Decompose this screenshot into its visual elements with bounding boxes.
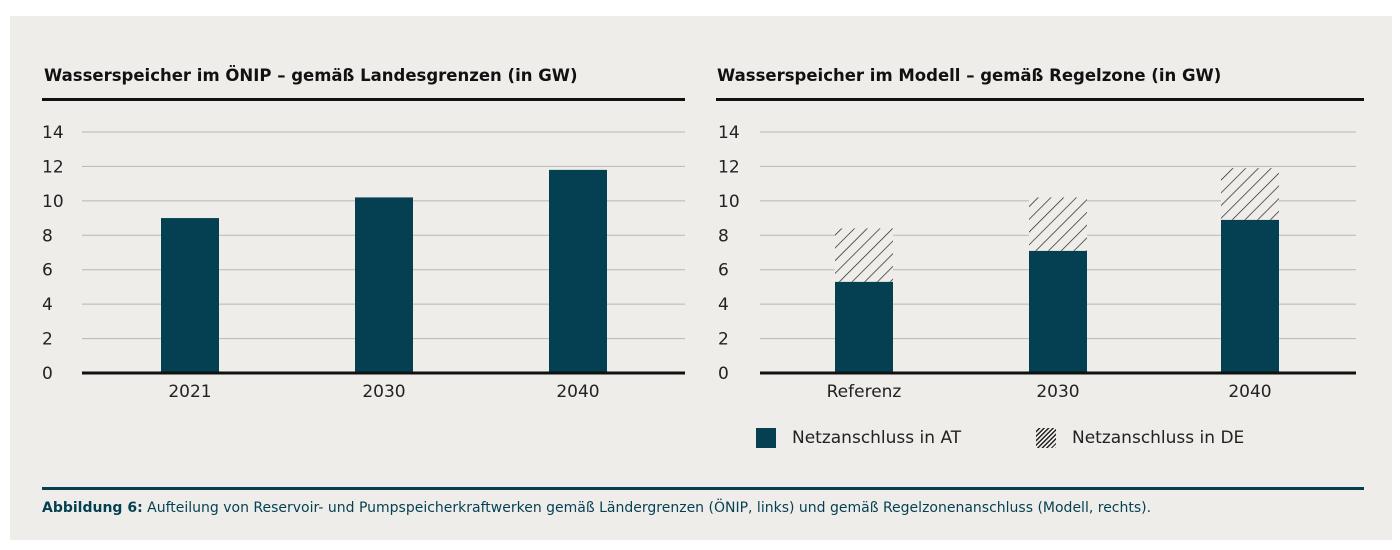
chart-title-left: Wasserspeicher im ÖNIP – gemäß Landesgre… [44,66,578,85]
bar-segment-de [1221,168,1279,220]
x-category-label: 2040 [1228,382,1271,402]
legend-label-at: Netzanschluss in AT [792,428,962,448]
y-tick-label: 2 [718,330,729,350]
y-tick-label: 8 [42,226,53,246]
bar-chart-left: 0 2 4 6 8 10 12 14 2021 2030 2040 [42,123,685,402]
bar-segment-at [1029,250,1087,373]
legend-item-at: Netzanschluss in AT [756,428,961,448]
y-tick-label: 4 [718,295,729,315]
legend-item-de: Netzanschluss in DE [1036,428,1244,448]
x-category-label: Referenz [827,382,902,402]
y-tick-label: 12 [718,157,740,177]
legend-swatch-hatched [1036,428,1056,448]
y-tick-label: 6 [42,261,53,281]
y-tick-label: 14 [718,123,740,143]
y-tick-label: 6 [718,261,729,281]
title-rule-left [42,98,685,101]
bar [355,197,413,373]
y-tick-label: 4 [42,295,53,315]
figure-panel: Wasserspeicher im ÖNIP – gemäß Landesgre… [10,16,1392,540]
bar [161,218,219,373]
caption-rule [42,487,1364,490]
bar-segment-de [835,228,893,282]
title-rule-right [716,98,1364,101]
y-tick-label: 0 [42,364,53,384]
figure-caption: Abbildung 6: Aufteilung von Reservoir- u… [42,500,1151,516]
stacked-bar-chart-right: 0 2 4 6 8 10 12 14 Referenz 2030 2040 [718,123,1356,402]
caption-label: Abbildung 6: [42,500,143,516]
y-tick-label: 10 [42,192,64,212]
y-tick-label: 8 [718,226,729,246]
y-tick-label: 2 [42,330,53,350]
y-tick-label: 14 [42,123,64,143]
chart-title-right: Wasserspeicher im Modell – gemäß Regelzo… [717,66,1222,85]
bar-segment-at [1221,219,1279,373]
bar [549,169,607,373]
y-tick-label: 12 [42,157,64,177]
y-tick-label: 0 [718,364,729,384]
bar-segment-de [1029,197,1087,251]
y-tick-label: 10 [718,192,740,212]
caption-text: Aufteilung von Reservoir- und Pumpspeich… [142,500,1152,516]
x-category-label: 2030 [1036,382,1079,402]
legend-swatch-solid [756,428,776,448]
x-category-label: 2021 [168,382,211,402]
legend-label-de: Netzanschluss in DE [1072,428,1245,448]
x-category-label: 2040 [556,382,599,402]
x-category-label: 2030 [362,382,405,402]
bar-segment-at [835,281,893,373]
